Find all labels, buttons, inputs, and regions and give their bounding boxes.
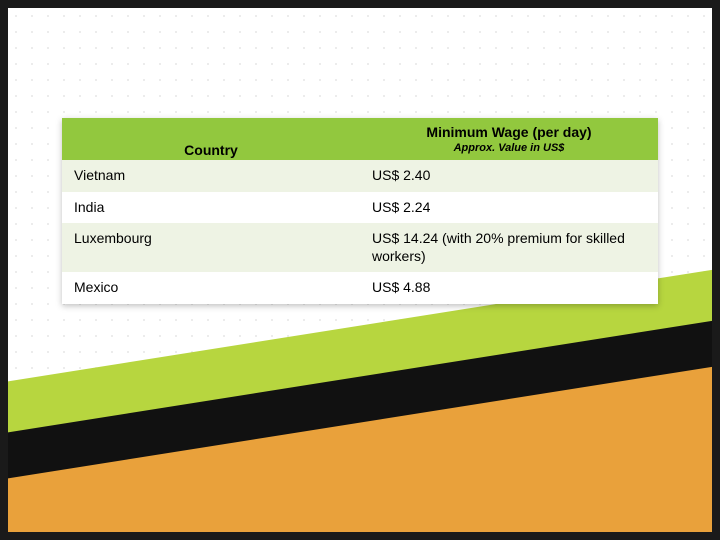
cell-wage: US$ 2.24 <box>360 192 658 224</box>
wage-table-container: Country Minimum Wage (per day) Approx. V… <box>62 118 658 304</box>
cell-country: Luxembourg <box>62 223 360 272</box>
cell-wage: US$ 2.40 <box>360 160 658 192</box>
table-row: IndiaUS$ 2.24 <box>62 192 658 224</box>
col-header-wage: Minimum Wage (per day) <box>360 118 658 142</box>
table-header: Country Minimum Wage (per day) Approx. V… <box>62 118 658 160</box>
table-body: VietnamUS$ 2.40IndiaUS$ 2.24LuxembourgUS… <box>62 160 658 304</box>
col-subheader-wage: Approx. Value in US$ <box>360 142 658 160</box>
cell-country: Vietnam <box>62 160 360 192</box>
table-row: MexicoUS$ 4.88 <box>62 272 658 304</box>
cell-country: Mexico <box>62 272 360 304</box>
col-header-country: Country <box>62 118 360 160</box>
slide: Country Minimum Wage (per day) Approx. V… <box>8 8 712 532</box>
table-row: VietnamUS$ 2.40 <box>62 160 658 192</box>
cell-wage: US$ 4.88 <box>360 272 658 304</box>
band-gold <box>8 291 712 532</box>
cell-wage: US$ 14.24 (with 20% premium for skilled … <box>360 223 658 272</box>
wage-table: Country Minimum Wage (per day) Approx. V… <box>62 118 658 304</box>
table-row: LuxembourgUS$ 14.24 (with 20% premium fo… <box>62 223 658 272</box>
cell-country: India <box>62 192 360 224</box>
